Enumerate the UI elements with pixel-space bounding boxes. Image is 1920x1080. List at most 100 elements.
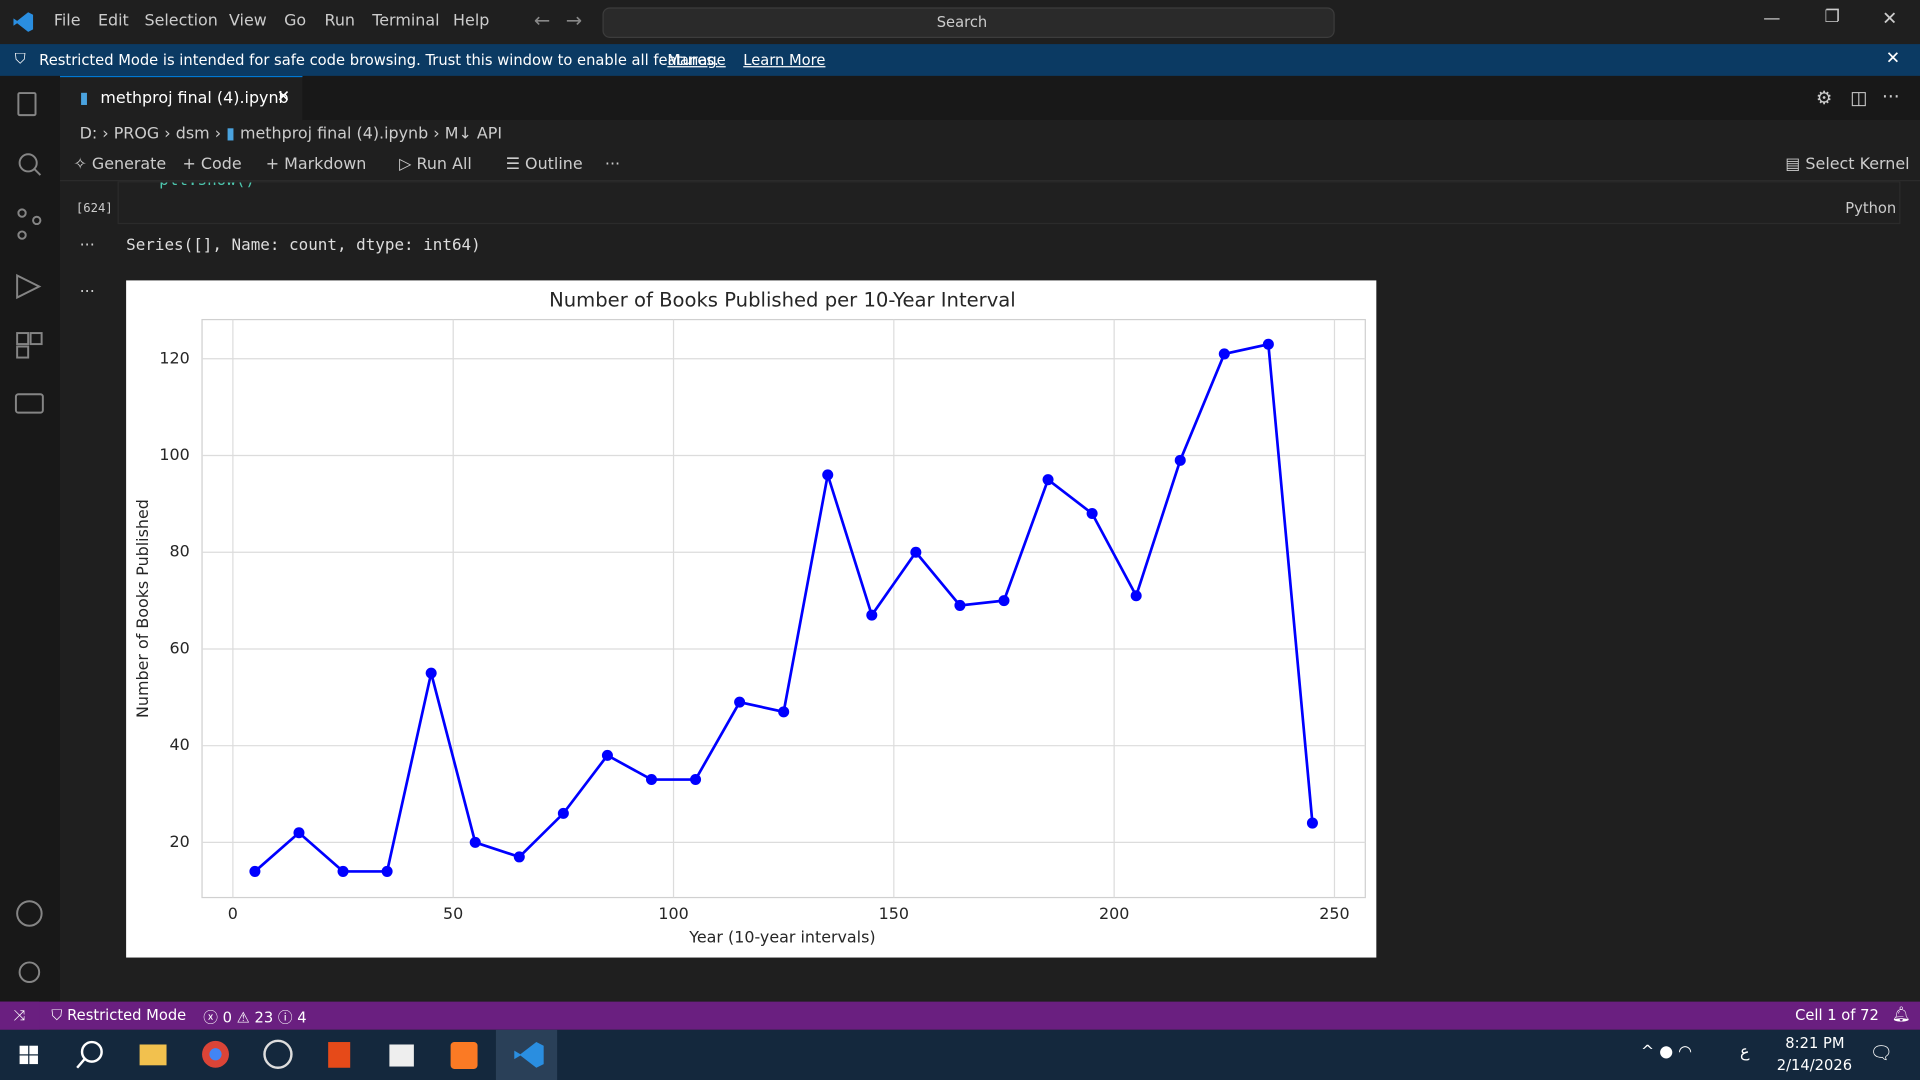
app-icon	[13, 12, 34, 32]
menu-item[interactable]: Run	[324, 12, 356, 31]
split-icon[interactable]: ◫	[1850, 86, 1868, 109]
data-point	[513, 851, 525, 863]
plot-frame	[201, 318, 1366, 899]
crumb[interactable]: dsm	[175, 124, 210, 144]
data-point	[249, 865, 261, 877]
file-icon: ▮	[79, 89, 89, 108]
banner-link[interactable]: Manage	[667, 51, 726, 69]
data-point	[1218, 348, 1230, 360]
data-line	[254, 342, 1314, 873]
menu-item[interactable]: Terminal	[372, 12, 440, 31]
crumb[interactable]: PROG	[113, 124, 160, 144]
cell-language: Python	[1845, 199, 1897, 217]
nav-forward[interactable]: →	[565, 8, 583, 32]
menu-item[interactable]: View	[228, 12, 267, 31]
status-item[interactable]: ⛉ Restricted Mode	[51, 1006, 187, 1024]
y-tick-label: 20	[170, 832, 190, 851]
taskbar-icons	[19, 1029, 558, 1080]
crumb[interactable]: D:	[79, 124, 98, 144]
data-point	[601, 749, 613, 761]
clock-date[interactable]: 2/14/2026	[1776, 1056, 1853, 1074]
chart: Number of Books Published per 10-Year In…	[126, 280, 1377, 958]
crumb[interactable]: API	[476, 124, 503, 144]
code-cell[interactable]: plt.show() Python	[117, 181, 1901, 225]
status-bar: ⤨ ⛉ Restricted Mode ⓧ 0 ⚠ 23 ⓘ 4 Cell 1 …	[0, 1001, 1920, 1030]
toolbar-label: Markdown	[284, 155, 367, 174]
x-tick-label: 50	[443, 904, 463, 923]
x-tick-label: 200	[1099, 904, 1129, 923]
close[interactable]: ✕	[1882, 7, 1898, 30]
x-tick-label: 150	[879, 904, 909, 923]
status-warnings: 23	[254, 1008, 274, 1027]
status-item[interactable]: ⓧ 0 ⚠ 23 ⓘ 4	[203, 1008, 307, 1027]
data-point	[1086, 508, 1098, 520]
data-point	[557, 807, 569, 819]
execution-count: [624]	[75, 202, 113, 216]
y-tick-label: 40	[170, 735, 190, 754]
menu-item[interactable]: File	[53, 12, 81, 31]
divider	[60, 180, 1920, 182]
chart-title: Number of Books Published per 10-Year In…	[549, 289, 1016, 312]
clock-time[interactable]: 8:21 PM	[1785, 1034, 1845, 1052]
status-infos: 4	[297, 1008, 307, 1027]
restricted-banner: ⛉ Restricted Mode is intended for safe c…	[0, 44, 1920, 76]
data-point	[1130, 590, 1142, 602]
kernel-label: Select Kernel	[1805, 155, 1910, 174]
output-text: Series([], Name: count, dtype: int64)	[126, 236, 481, 255]
code-line: plt.show()	[159, 182, 255, 189]
menu-item[interactable]: Help	[453, 12, 490, 31]
remote-button[interactable]: ⤨	[0, 1001, 40, 1030]
output-menu[interactable]: ···	[79, 236, 95, 255]
data-point	[293, 827, 305, 839]
toolbar-label: Run All	[416, 155, 472, 174]
minimize[interactable]: —	[1763, 8, 1781, 29]
output-menu[interactable]: ···	[79, 282, 95, 302]
action-center[interactable]: 🗨︎	[1869, 1042, 1894, 1065]
tab[interactable]: ▮ methproj final (4).ipynb ✕	[60, 75, 303, 122]
status-cell[interactable]: Cell 1 of 72	[1795, 1006, 1879, 1024]
toolbar-button[interactable]: ▷ Run All	[399, 155, 472, 174]
settings-icon[interactable]: ⚙	[1815, 86, 1833, 109]
data-point	[425, 667, 437, 679]
notifications[interactable]: 🔔︎	[1891, 1005, 1911, 1023]
data-point	[866, 609, 878, 621]
banner-message: Restricted Mode is intended for safe cod…	[39, 51, 719, 69]
kernel-button[interactable]: ▤ Select Kernel	[1785, 155, 1910, 174]
nav-back[interactable]: ←	[533, 8, 551, 32]
data-point	[910, 546, 922, 558]
toolbar-button[interactable]: + Code	[182, 155, 242, 174]
y-tick-label: 80	[170, 542, 190, 561]
activity-icons	[14, 92, 44, 984]
menu-item[interactable]: Go	[284, 12, 307, 31]
toolbar-more[interactable]: ···	[604, 155, 621, 174]
tab-bar: ▮ methproj final (4).ipynb ✕ ⚙ ◫ ···	[60, 75, 1920, 122]
title-bar: File Edit Selection View Go Run Terminal…	[0, 0, 1920, 45]
x-tick-label: 250	[1319, 904, 1349, 923]
toolbar-button[interactable]: + Markdown	[265, 155, 367, 174]
taskbar: ^ ● ◠ ع 8:21 PM 2/14/2026 🗨︎	[0, 1029, 1920, 1080]
toolbar-button[interactable]: ✧ Generate	[73, 155, 167, 174]
banner-close[interactable]: ✕	[1885, 48, 1901, 69]
more-icon[interactable]: ···	[1882, 85, 1900, 108]
menu-item[interactable]: Selection	[144, 12, 218, 31]
data-point	[690, 774, 702, 786]
data-point	[954, 599, 966, 611]
tab-close[interactable]: ✕	[276, 88, 291, 107]
y-tick-label: 120	[159, 348, 189, 367]
search-label: Search	[936, 13, 988, 31]
menu-item[interactable]: Edit	[97, 12, 129, 31]
input-language[interactable]: ع	[1740, 1043, 1750, 1062]
crumb[interactable]: methproj final (4).ipynb	[239, 124, 429, 144]
tab-title: methproj final (4).ipynb	[100, 89, 289, 108]
data-point	[734, 696, 746, 708]
toolbar-button[interactable]: ☰ Outline	[505, 155, 583, 174]
search-box[interactable]: Search	[602, 7, 1335, 38]
data-point	[337, 865, 349, 877]
restore[interactable]: ❐	[1824, 7, 1840, 27]
data-point	[778, 706, 790, 718]
data-point	[1174, 454, 1186, 466]
status-mode: Restricted Mode	[67, 1006, 187, 1024]
banner-link[interactable]: Learn More	[743, 51, 826, 69]
data-point	[1042, 474, 1054, 486]
